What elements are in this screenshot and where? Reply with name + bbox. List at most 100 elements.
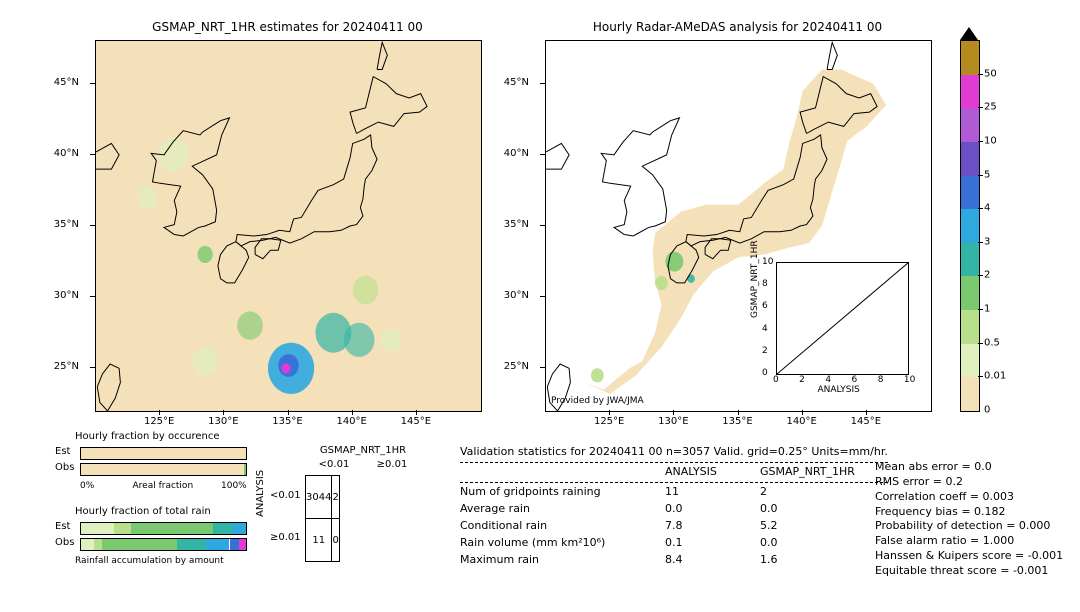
bars-xaxis-right: 100%	[221, 481, 247, 491]
validation-row: Conditional rain 7.8 5.2	[460, 519, 888, 536]
validation-cell: 2	[760, 485, 767, 500]
bars-row-label: Est	[55, 521, 70, 532]
inset-ytick: 6	[762, 301, 768, 311]
contingency-cell: 2	[332, 476, 339, 519]
inset-xlabel: ANALYSIS	[817, 385, 859, 395]
bars-segment	[94, 539, 102, 550]
bars-segment	[233, 523, 246, 534]
bars-title: Hourly fraction of total rain	[75, 506, 211, 517]
bars-segment	[177, 539, 207, 550]
xtick-label: 135°E	[722, 416, 752, 427]
xtick-label: 145°E	[401, 416, 431, 427]
colorbar-segment	[961, 344, 979, 378]
validation-row: Num of gridpoints raining 11 2	[460, 485, 888, 502]
score-line: Mean abs error = 0.0	[875, 460, 1063, 475]
colorbar-segment	[961, 176, 979, 210]
colorbar-tick-label: 3	[984, 236, 990, 247]
score-line: Correlation coeff = 0.003	[875, 490, 1063, 505]
score-line: Hanssen & Kuipers score = -0.001	[875, 549, 1063, 564]
inset-xtick: 10	[904, 375, 915, 385]
colorbar-tick-label: 1	[984, 304, 990, 315]
score-line: Frequency bias = 0.182	[875, 505, 1063, 520]
bars-row	[80, 538, 247, 551]
inset-xtick: 0	[773, 375, 779, 385]
bars-segment	[230, 539, 240, 550]
bars-segment	[81, 523, 114, 534]
xtick-label: 140°E	[786, 416, 816, 427]
validation-cell: Average rain	[460, 502, 530, 517]
validation-col-header: ANALYSIS	[665, 465, 717, 480]
xtick-label: 135°E	[272, 416, 302, 427]
bars-row-label: Est	[55, 446, 70, 457]
inset-xtick: 6	[852, 375, 858, 385]
validation-cell: 0.1	[665, 536, 683, 551]
bars-row	[80, 522, 247, 535]
inset-xtick: 4	[825, 375, 831, 385]
bars-segment	[81, 448, 246, 459]
inset-ytick: 8	[762, 279, 768, 289]
validation-title: Validation statistics for 20240411 00 n=…	[460, 445, 888, 460]
validation-cell: 0.0	[665, 502, 683, 517]
bars-xaxis-label: Areal fraction	[133, 481, 194, 491]
bars-segment	[239, 539, 246, 550]
right-map-title: Hourly Radar-AMeDAS analysis for 2024041…	[545, 20, 930, 34]
colorbar-tick-label: 50	[984, 68, 997, 79]
bars-segment	[114, 523, 131, 534]
colorbar-segment	[961, 377, 979, 411]
xtick-label: 140°E	[336, 416, 366, 427]
left-map-title: GSMAP_NRT_1HR estimates for 20240411 00	[95, 20, 480, 34]
colorbar-segment	[961, 209, 979, 243]
bars-segment	[206, 539, 229, 550]
bars-segment	[102, 539, 176, 550]
validation-cell: 0.0	[760, 502, 778, 517]
inset-ytick: 0	[762, 368, 768, 378]
scatter-inset	[776, 262, 909, 375]
contingency-row-header: ≥0.01	[270, 532, 301, 543]
colorbar-tick-label: 0	[984, 405, 990, 416]
bars-title: Hourly fraction by occurence	[75, 431, 219, 442]
inset-ytick: 4	[762, 324, 768, 334]
contingency-cell: 3044	[306, 476, 332, 519]
contingency-col-header: <0.01	[305, 459, 363, 470]
validation-cell: Num of gridpoints raining	[460, 485, 601, 500]
validation-cell: 0.0	[760, 536, 778, 551]
xtick-label: 130°E	[658, 416, 688, 427]
score-line: Equitable threat score = -0.001	[875, 564, 1063, 579]
xtick-label: 145°E	[851, 416, 881, 427]
xtick-label: 125°E	[594, 416, 624, 427]
validation-row: Rain volume (mm km²10⁶)0.10.0	[460, 536, 888, 553]
colorbar-tick-label: 0.01	[984, 371, 1006, 382]
inset-xtick: 2	[799, 375, 805, 385]
colorbar-segment	[961, 41, 979, 75]
contingency-cell: 0	[332, 519, 339, 562]
validation-cell: Conditional rain	[460, 519, 547, 534]
colorbar-segment	[961, 142, 979, 176]
inset-ytick: 10	[762, 257, 773, 267]
score-line: RMS error = 0.2	[875, 475, 1063, 490]
xtick-label: 125°E	[144, 416, 174, 427]
bars-segment	[244, 464, 246, 475]
colorbar	[960, 40, 980, 412]
validation-cell: 11	[665, 485, 679, 500]
xtick-label: 130°E	[208, 416, 238, 427]
validation-col-header: GSMAP_NRT_1HR	[760, 465, 855, 480]
contingency-row-title: ANALYSIS	[255, 470, 266, 517]
inset-ylabel: GSMAP_NRT_1HR	[750, 240, 760, 318]
score-line: Probability of detection = 0.000	[875, 519, 1063, 534]
validation-cell: 1.6	[760, 553, 778, 568]
validation-cell: Maximum rain	[460, 553, 539, 568]
validation-row: Average rain 0.0 0.0	[460, 502, 888, 519]
colorbar-tick-label: 4	[984, 203, 990, 214]
validation-cell: 5.2	[760, 519, 778, 534]
bars-xaxis-left: 0%	[80, 481, 94, 491]
score-line: False alarm ratio = 1.000	[875, 534, 1063, 549]
inset-ytick: 2	[762, 346, 768, 356]
contingency-table: 30442110	[305, 475, 340, 562]
validation-cell: 7.8	[665, 519, 683, 534]
bars-caption: Rainfall accumulation by amount	[75, 556, 224, 566]
colorbar-tick-label: 10	[984, 135, 997, 146]
contingency-col-header: ≥0.01	[363, 459, 421, 470]
colorbar-tick-label: 5	[984, 169, 990, 180]
contingency-row-header: <0.01	[270, 490, 301, 501]
bars-segment	[81, 464, 244, 475]
